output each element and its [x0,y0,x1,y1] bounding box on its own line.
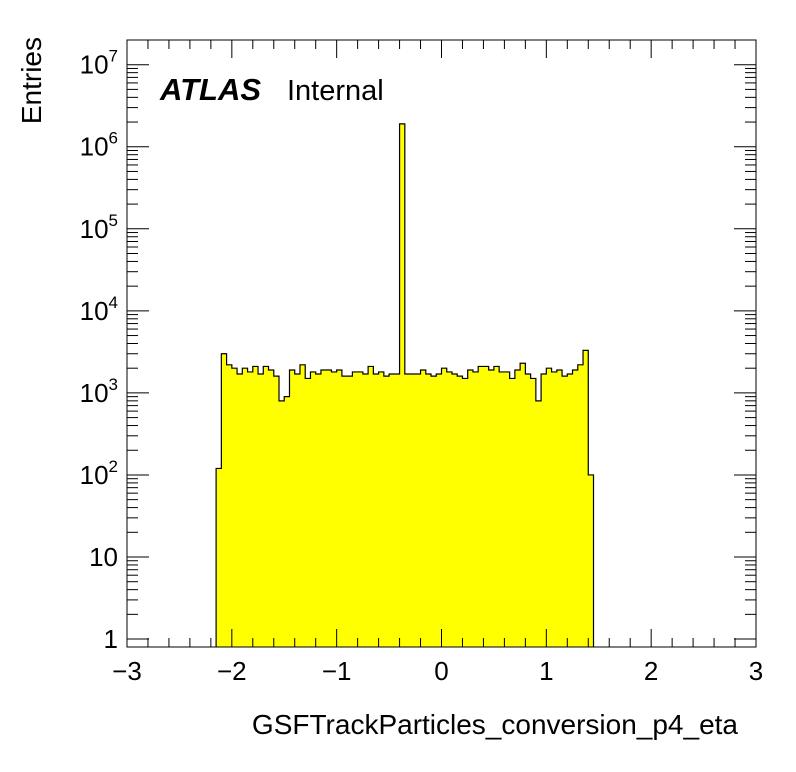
histogram-bin [216,468,222,647]
y-axis-title: Entries [16,37,47,124]
histogram-bin [509,378,516,647]
histogram-bin [336,370,343,647]
histogram-bin [362,373,369,647]
histogram-bin [268,370,275,647]
histogram-bin [247,371,254,647]
x-tick-label: 1 [539,656,553,686]
histogram-bin [263,366,269,647]
histogram-bin [326,370,332,647]
histogram-bin [378,371,385,647]
histogram-bin [389,373,395,647]
histogram-bin [577,364,584,647]
histogram-bin [315,373,322,647]
histogram-bin [451,373,458,647]
histogram-bin [368,366,374,647]
histogram-bin [530,378,537,647]
histogram-bin [488,370,495,647]
x-tick-label: 3 [749,656,763,686]
histogram-bin [294,373,301,647]
histogram-bin [320,370,327,647]
histogram-bin [467,370,474,647]
histogram-bin [279,400,285,647]
histogram-bin [341,376,348,647]
histogram-bin [425,373,432,647]
histogram-bars [215,123,595,648]
histogram-bin [415,373,421,647]
histogram-bin [383,376,390,647]
histogram-bin [231,368,238,647]
histogram-bin [242,368,248,647]
x-tick-label: 0 [434,656,448,686]
histogram-bin [284,396,290,647]
histogram-bin [410,373,416,647]
histogram-bin [567,373,573,647]
histogram-bin [462,378,469,647]
histogram-bin [420,370,427,647]
histogram-bin [520,363,526,647]
histogram-bin [562,376,568,647]
histogram-bin [478,366,484,647]
histogram-bin [588,474,594,647]
histogram-bin [436,373,442,647]
y-tick-label: 103 [80,375,118,408]
histogram-bin [457,376,463,647]
histogram-bin [310,371,317,647]
internal-label: Internal [287,75,384,107]
histogram-bin [299,364,306,647]
histogram-bin [551,371,558,647]
histogram-bin [221,353,227,647]
histogram-bin [252,366,259,647]
x-tick-label: −3 [112,656,142,686]
histogram-bin [373,373,379,647]
histogram-bin [572,370,579,647]
y-tick-label: 107 [80,47,118,80]
histogram-bin [546,368,552,647]
y-tick-label: 106 [80,129,118,162]
histogram-outline [215,123,595,647]
histogram-bin [289,370,296,647]
histogram-bin [404,373,411,647]
y-tick-label: 105 [80,211,118,244]
histogram-bin [525,373,532,647]
y-tick-label: 104 [80,293,118,326]
histogram-bin [237,373,243,647]
histogram-bin [493,366,500,647]
histogram-bin [446,371,453,647]
histogram-bin [431,376,437,647]
y-tick-label: 1 [104,624,118,654]
x-tick-label: −1 [322,656,352,686]
x-axis: −3 −2 −1 0 1 2 3 [112,40,763,686]
histogram-bin [394,373,400,647]
y-tick-label: 10 [89,542,118,572]
histogram-bin [441,368,448,647]
histogram-bin [347,376,353,647]
y-tick-label: 102 [80,457,118,490]
histogram-bin [226,364,233,647]
histogram-bin [504,371,511,647]
histogram-bin [541,373,547,647]
histogram-bin [514,370,521,647]
histogram-bin [331,371,338,647]
histogram-bin [499,371,505,647]
histogram-bin [535,400,542,647]
histogram-bin [483,366,490,647]
histogram-bin [399,123,406,648]
histogram-bin [583,350,589,647]
y-axis: 1 10 102 103 104 105 106 107 [80,39,756,654]
histogram-bin [305,378,311,647]
x-tick-label: 2 [644,656,658,686]
histogram-bin [556,370,563,647]
atlas-label: ATLAS [159,72,261,107]
histogram-bin [352,371,359,647]
histogram-bin [357,371,364,647]
x-axis-title: GSFTrackParticles_conversion_p4_eta [252,709,739,740]
histogram-bin [273,376,280,647]
x-tick-label: −2 [217,656,247,686]
histogram-bin [258,373,264,647]
histogram-bin [472,371,479,647]
